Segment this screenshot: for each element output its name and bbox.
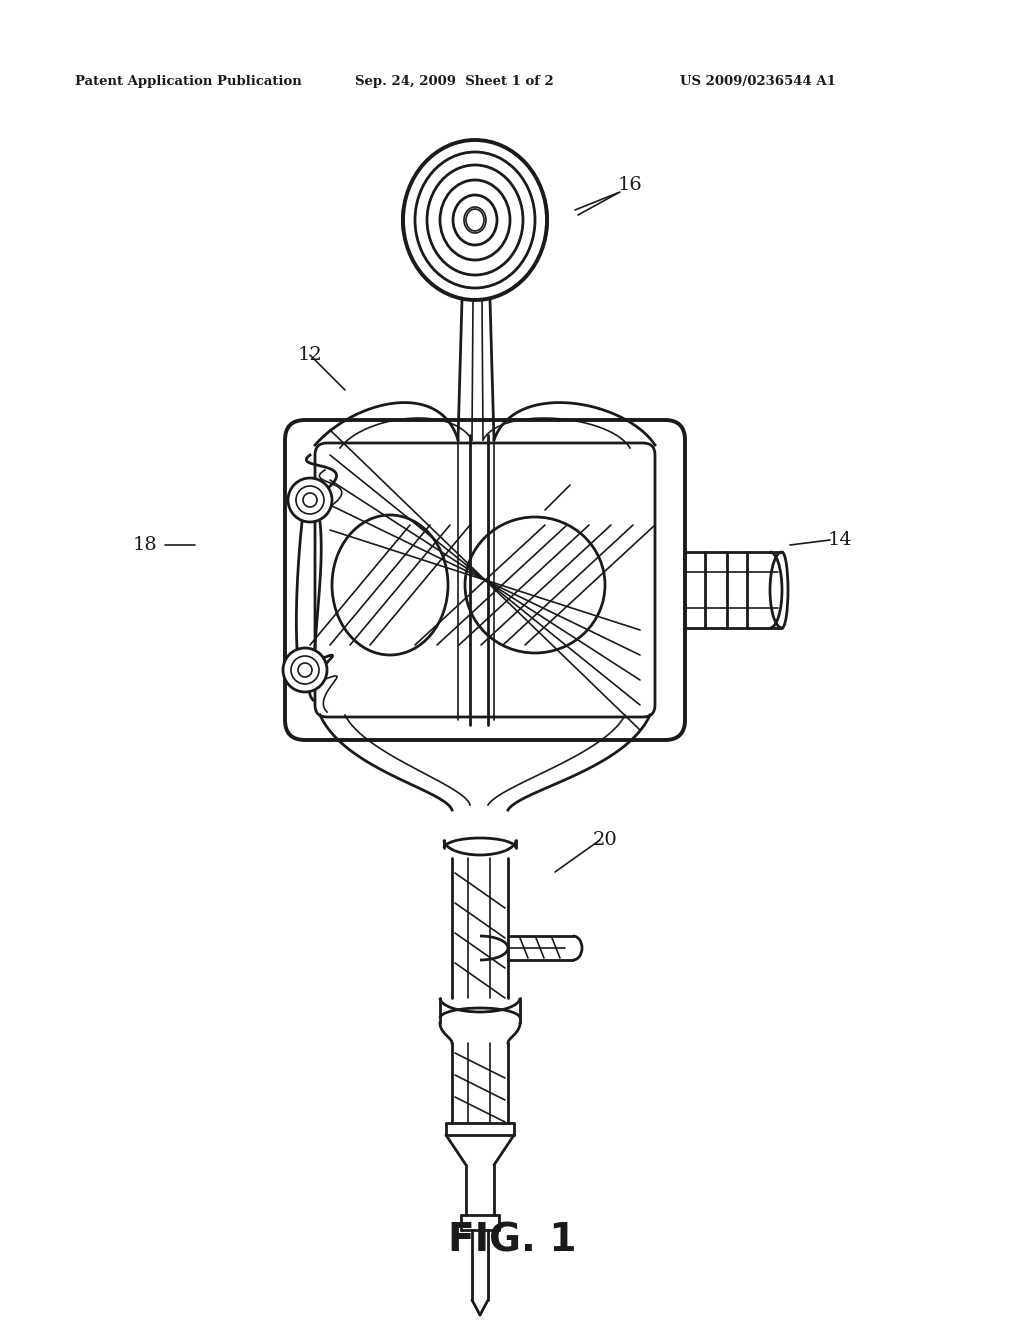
Text: 12: 12 xyxy=(298,346,323,364)
Text: 18: 18 xyxy=(133,536,158,554)
Text: 20: 20 xyxy=(593,832,617,849)
Circle shape xyxy=(413,158,537,282)
Text: 16: 16 xyxy=(617,176,642,194)
Circle shape xyxy=(450,195,500,246)
Text: Patent Application Publication: Patent Application Publication xyxy=(75,75,302,88)
Ellipse shape xyxy=(403,140,547,300)
Text: Sep. 24, 2009  Sheet 1 of 2: Sep. 24, 2009 Sheet 1 of 2 xyxy=(355,75,554,88)
Circle shape xyxy=(425,170,525,271)
Circle shape xyxy=(288,478,332,521)
Circle shape xyxy=(283,648,327,692)
Text: 10: 10 xyxy=(558,477,583,494)
FancyBboxPatch shape xyxy=(285,420,685,741)
Text: FIG. 1: FIG. 1 xyxy=(447,1221,577,1259)
Text: 14: 14 xyxy=(827,531,852,549)
Circle shape xyxy=(403,148,547,292)
Circle shape xyxy=(437,182,513,257)
Circle shape xyxy=(462,207,488,234)
Ellipse shape xyxy=(466,209,484,231)
Text: US 2009/0236544 A1: US 2009/0236544 A1 xyxy=(680,75,836,88)
